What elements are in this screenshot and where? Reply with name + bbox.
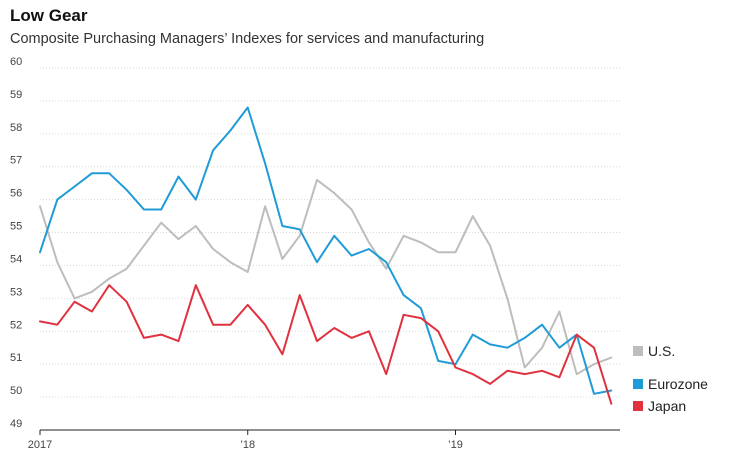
x-tick-label-1: ’18 (240, 439, 255, 451)
series-lines (39, 106, 613, 405)
legend-swatch-u-s (633, 346, 643, 356)
y-tick-label-53: 53 (10, 286, 22, 298)
y-axis: 49 50 51 52 53 54 55 56 57 58 59 60 (10, 56, 22, 430)
y-tick-label-52: 52 (10, 319, 22, 331)
chart-title: Low Gear (10, 6, 88, 25)
series-line-u-s (39, 178, 613, 376)
chart-subtitle: Composite Purchasing Managers’ Indexes f… (10, 31, 485, 47)
y-tick-label-54: 54 (10, 253, 22, 265)
legend-label-u-s: U.S. (648, 343, 675, 359)
x-tick-label-0: 2017 (28, 439, 52, 451)
x-axis: 2017 ’18 ’19 (28, 429, 620, 451)
y-tick-label-60: 60 (10, 56, 22, 68)
gridlines (40, 67, 620, 398)
y-tick-label-50: 50 (10, 385, 22, 397)
series-line-japan (39, 284, 613, 405)
legend-swatch-eurozone (633, 379, 643, 389)
legend: U.S. Eurozone Japan (633, 343, 708, 414)
legend-swatch-japan (633, 401, 643, 411)
y-tick-label-55: 55 (10, 221, 22, 233)
legend-label-japan: Japan (648, 398, 686, 414)
series-line-eurozone (39, 106, 613, 395)
legend-label-eurozone: Eurozone (648, 376, 708, 392)
y-tick-label-59: 59 (10, 89, 22, 101)
x-tick-label-2: ’19 (448, 439, 463, 451)
y-tick-label-51: 51 (10, 352, 22, 364)
y-tick-label-49: 49 (10, 418, 22, 430)
y-tick-label-57: 57 (10, 155, 22, 167)
y-tick-label-56: 56 (10, 188, 22, 200)
y-tick-label-58: 58 (10, 122, 22, 134)
